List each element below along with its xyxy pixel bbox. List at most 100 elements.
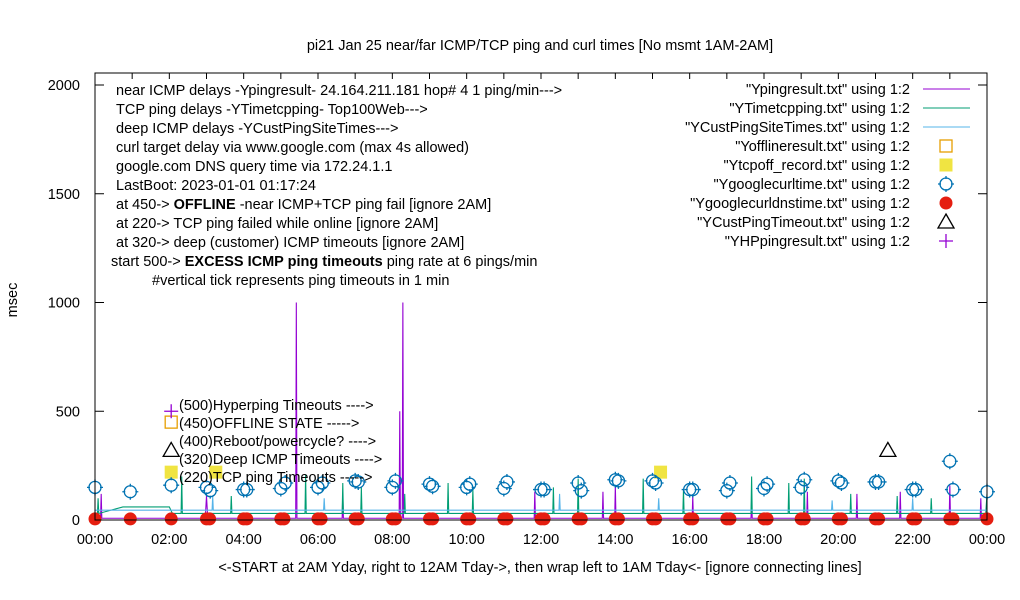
data-point-ticks — [536, 481, 553, 498]
data-point-ticks — [607, 471, 624, 488]
info-line: google.com DNS query time via 172.24.1.1 — [116, 159, 392, 175]
data-point-ticks — [944, 481, 961, 498]
data-point-ring — [720, 483, 734, 498]
data-point — [760, 512, 774, 526]
data-point-ring — [164, 478, 178, 492]
data-point — [946, 512, 960, 526]
data-point — [350, 473, 367, 490]
data-point — [164, 512, 178, 526]
data-point — [122, 483, 139, 500]
data-point — [164, 404, 179, 419]
data-point-ticks — [793, 479, 810, 496]
data-point-ticks — [384, 479, 401, 496]
data-point-ring — [943, 454, 957, 468]
legend-label: "YCustPingSiteTimes.txt" using 1:2 — [685, 120, 910, 136]
data-point — [536, 481, 553, 498]
data-point-ticks — [424, 478, 441, 495]
data-point — [834, 512, 848, 526]
info-line-pre: at 450-> — [116, 197, 174, 213]
data-point — [718, 482, 735, 499]
data-point — [649, 512, 663, 526]
data-point-ring — [123, 485, 137, 499]
legend-marker — [939, 234, 953, 248]
data-point-ticks — [347, 472, 364, 489]
info-line: curl target delay via www.google.com (ma… — [116, 140, 469, 156]
data-point — [684, 481, 701, 498]
info-line: start 500-> EXCESS ICMP ping timeouts pi… — [111, 254, 537, 270]
data-point-ticks — [198, 479, 215, 496]
series-7 — [162, 441, 898, 458]
data-point-ticks — [904, 481, 921, 498]
data-point-ticks — [830, 472, 847, 489]
y-tick-label: 2000 — [48, 78, 80, 94]
data-point — [240, 512, 254, 526]
legend-label: "YCustPingTimeout.txt" using 1:2 — [697, 215, 910, 231]
data-point — [644, 472, 661, 489]
data-point — [351, 512, 365, 526]
data-point — [277, 475, 294, 492]
legend-marker-ring — [939, 177, 953, 191]
legend-label: "Ygooglecurltime.txt" using 1:2 — [714, 177, 910, 193]
legend-marker — [939, 139, 953, 153]
legend-label: "Ypingresult.txt" using 1:2 — [746, 82, 910, 98]
data-point — [202, 482, 219, 499]
data-point — [277, 512, 291, 526]
data-point — [723, 512, 737, 526]
info-text-block: near ICMP delays -Ypingresult- 24.164.21… — [111, 83, 562, 289]
key-annotations: (500)Hyperping Timeouts ----> (450)OFFLIN… — [179, 398, 382, 486]
info-line: at 320-> deep (customer) ICMP timeouts [… — [116, 235, 464, 251]
data-point-ticks — [202, 482, 219, 499]
info-line-post: ping rate at 6 pings/min — [383, 254, 538, 270]
chart-title: pi21 Jan 25 near/far ICMP/TCP ping and c… — [307, 38, 773, 54]
legend-marker — [938, 176, 954, 192]
data-point-ticks — [867, 473, 884, 490]
data-point-ring — [834, 476, 849, 490]
data-point — [426, 512, 440, 526]
x-tick-label: 22:00 — [895, 532, 931, 548]
data-point-ticks — [458, 479, 475, 496]
data-point-ticks — [979, 483, 995, 500]
data-point — [872, 512, 886, 526]
data-point — [867, 473, 884, 490]
x-tick-label: 16:00 — [672, 532, 708, 548]
key-annotation: (400)Reboot/powercycle? ----> — [179, 434, 376, 450]
plot-border — [94, 72, 988, 521]
data-point — [310, 479, 326, 496]
data-point-ticks — [87, 479, 103, 496]
data-point — [570, 475, 587, 492]
data-point — [907, 481, 924, 498]
data-point-ticks — [277, 475, 294, 492]
data-point-ticks — [498, 473, 515, 490]
data-point — [944, 481, 961, 498]
data-point — [533, 481, 549, 498]
data-point-ticks — [421, 476, 438, 493]
data-point — [759, 476, 776, 493]
series-5 — [87, 453, 995, 500]
data-point — [878, 441, 898, 458]
data-point — [424, 478, 441, 495]
x-tick-label: 00:00 — [77, 532, 113, 548]
data-point-ticks — [310, 479, 326, 496]
key-annotation: (450)OFFLINE STATE -----> — [179, 416, 359, 432]
data-point-ticks — [681, 481, 698, 498]
info-line: at 450-> OFFLINE -near ICMP+TCP ping fai… — [116, 197, 491, 213]
data-point-ticks — [610, 472, 627, 489]
data-point — [209, 465, 223, 479]
data-point — [721, 475, 738, 492]
data-point-ticks — [461, 476, 478, 493]
y-tick-label: 1500 — [48, 187, 80, 203]
legend-label: "Ygooglecurldnstime.txt" using 1:2 — [690, 196, 910, 212]
legend-label: "YHPpingresult.txt" using 1:2 — [725, 234, 910, 250]
legend-marker — [939, 158, 953, 172]
data-point-ticks — [314, 475, 331, 492]
data-point-ring — [460, 480, 474, 495]
data-point — [463, 512, 477, 526]
data-point — [611, 512, 625, 526]
data-point — [681, 481, 698, 498]
data-point-ticks — [533, 481, 549, 498]
data-point — [574, 512, 588, 526]
info-line: at 220-> TCP ping failed while online [i… — [116, 216, 438, 232]
series-4 — [164, 465, 668, 479]
data-point-ring — [760, 477, 774, 491]
